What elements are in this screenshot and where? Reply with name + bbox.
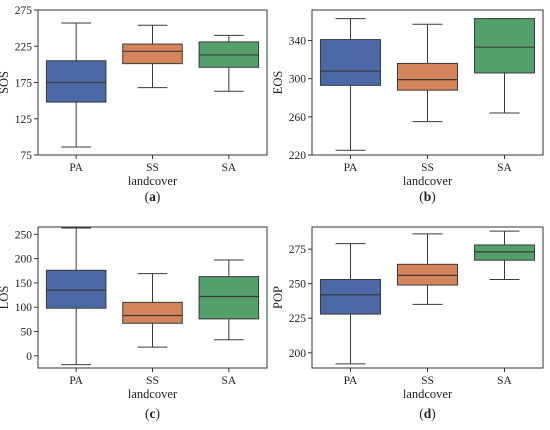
caption-paren-open: ( (145, 406, 150, 421)
y-axis-label: EOS (271, 71, 285, 95)
caption-paren-close: ) (156, 406, 161, 421)
caption-paren-open: ( (145, 189, 150, 204)
x-axis-label: landcover (403, 174, 453, 188)
box-pa (319, 279, 382, 315)
y-axis-label: POP (271, 286, 285, 309)
caption-letter: d (424, 406, 432, 421)
x-tick-label: SS (421, 162, 434, 174)
panel-d: 200 225 250 275 PA SS SA landcover POP (d) (271, 226, 544, 421)
y-tick-label: 200 (15, 254, 33, 266)
box-pa (45, 60, 107, 103)
y-tick-label: 75 (21, 150, 33, 162)
box-sa (198, 276, 260, 320)
y-tick-label: 250 (15, 229, 33, 241)
y-tick-label: 220 (289, 150, 307, 162)
panel-a: 75 125 175 225 275 PA SS SA landcover SOS (a) (0, 5, 268, 204)
caption-paren-close: ) (156, 189, 161, 204)
x-axis-label: landcover (128, 174, 178, 188)
box-pa (45, 269, 107, 309)
y-tick-label: 225 (15, 41, 33, 53)
caption-paren-close: ) (431, 406, 436, 421)
box-sa (473, 244, 536, 261)
caption-paren-open: ( (419, 406, 424, 421)
y-tick-label: 275 (15, 5, 33, 17)
y-tick-label: 125 (15, 114, 33, 126)
caption-paren-open: ( (419, 189, 424, 204)
caption-letter: a (149, 189, 156, 204)
y-tick-label: 275 (289, 244, 307, 256)
caption-letter: c (150, 406, 156, 421)
x-tick-label: PA (344, 162, 358, 174)
y-tick-label: 200 (289, 348, 307, 360)
box-ss (396, 62, 459, 91)
panel-b: 220 260 300 340 PA SS SA landcover EOS (b) (271, 9, 544, 204)
x-tick-label: PA (344, 375, 358, 387)
x-tick-label: PA (69, 162, 83, 174)
y-tick-label: 250 (289, 279, 307, 291)
panel-caption: (b) (419, 189, 436, 204)
panel-caption: (d) (419, 406, 436, 421)
caption-letter: b (424, 189, 432, 204)
x-tick-label: SA (221, 162, 236, 174)
caption-paren-close: ) (431, 189, 436, 204)
x-tick-label: SA (497, 162, 512, 174)
y-tick-label: 150 (15, 278, 33, 290)
box-ss (122, 301, 183, 324)
y-tick-label: 175 (15, 78, 33, 90)
x-tick-label: SS (421, 375, 434, 387)
x-tick-label: SA (221, 375, 236, 387)
x-axis-label: landcover (403, 387, 453, 401)
box-ss (122, 43, 183, 65)
box-pa (319, 39, 382, 86)
x-tick-label: SS (146, 162, 159, 174)
y-tick-label: 340 (289, 36, 307, 48)
x-axis-label: landcover (128, 387, 178, 401)
y-tick-label: 260 (289, 112, 307, 124)
y-axis-label: SOS (0, 71, 11, 94)
y-tick-label: 0 (26, 351, 32, 363)
panel-caption: (a) (145, 189, 161, 204)
y-tick-label: 300 (289, 74, 307, 86)
x-tick-label: PA (69, 375, 83, 387)
y-tick-label: 50 (21, 327, 33, 339)
y-tick-label: 100 (15, 302, 33, 314)
y-tick-label: 225 (289, 313, 307, 325)
x-tick-label: SS (146, 375, 159, 387)
box-ss (396, 263, 459, 286)
panel-c: 0 50 100 150 200 250 PA SS SA landcover LOS (c) (0, 226, 268, 421)
panel-caption: (c) (145, 406, 160, 421)
y-axis-label: LOS (0, 286, 11, 310)
box-sa (473, 18, 536, 74)
x-tick-label: SA (497, 375, 512, 387)
